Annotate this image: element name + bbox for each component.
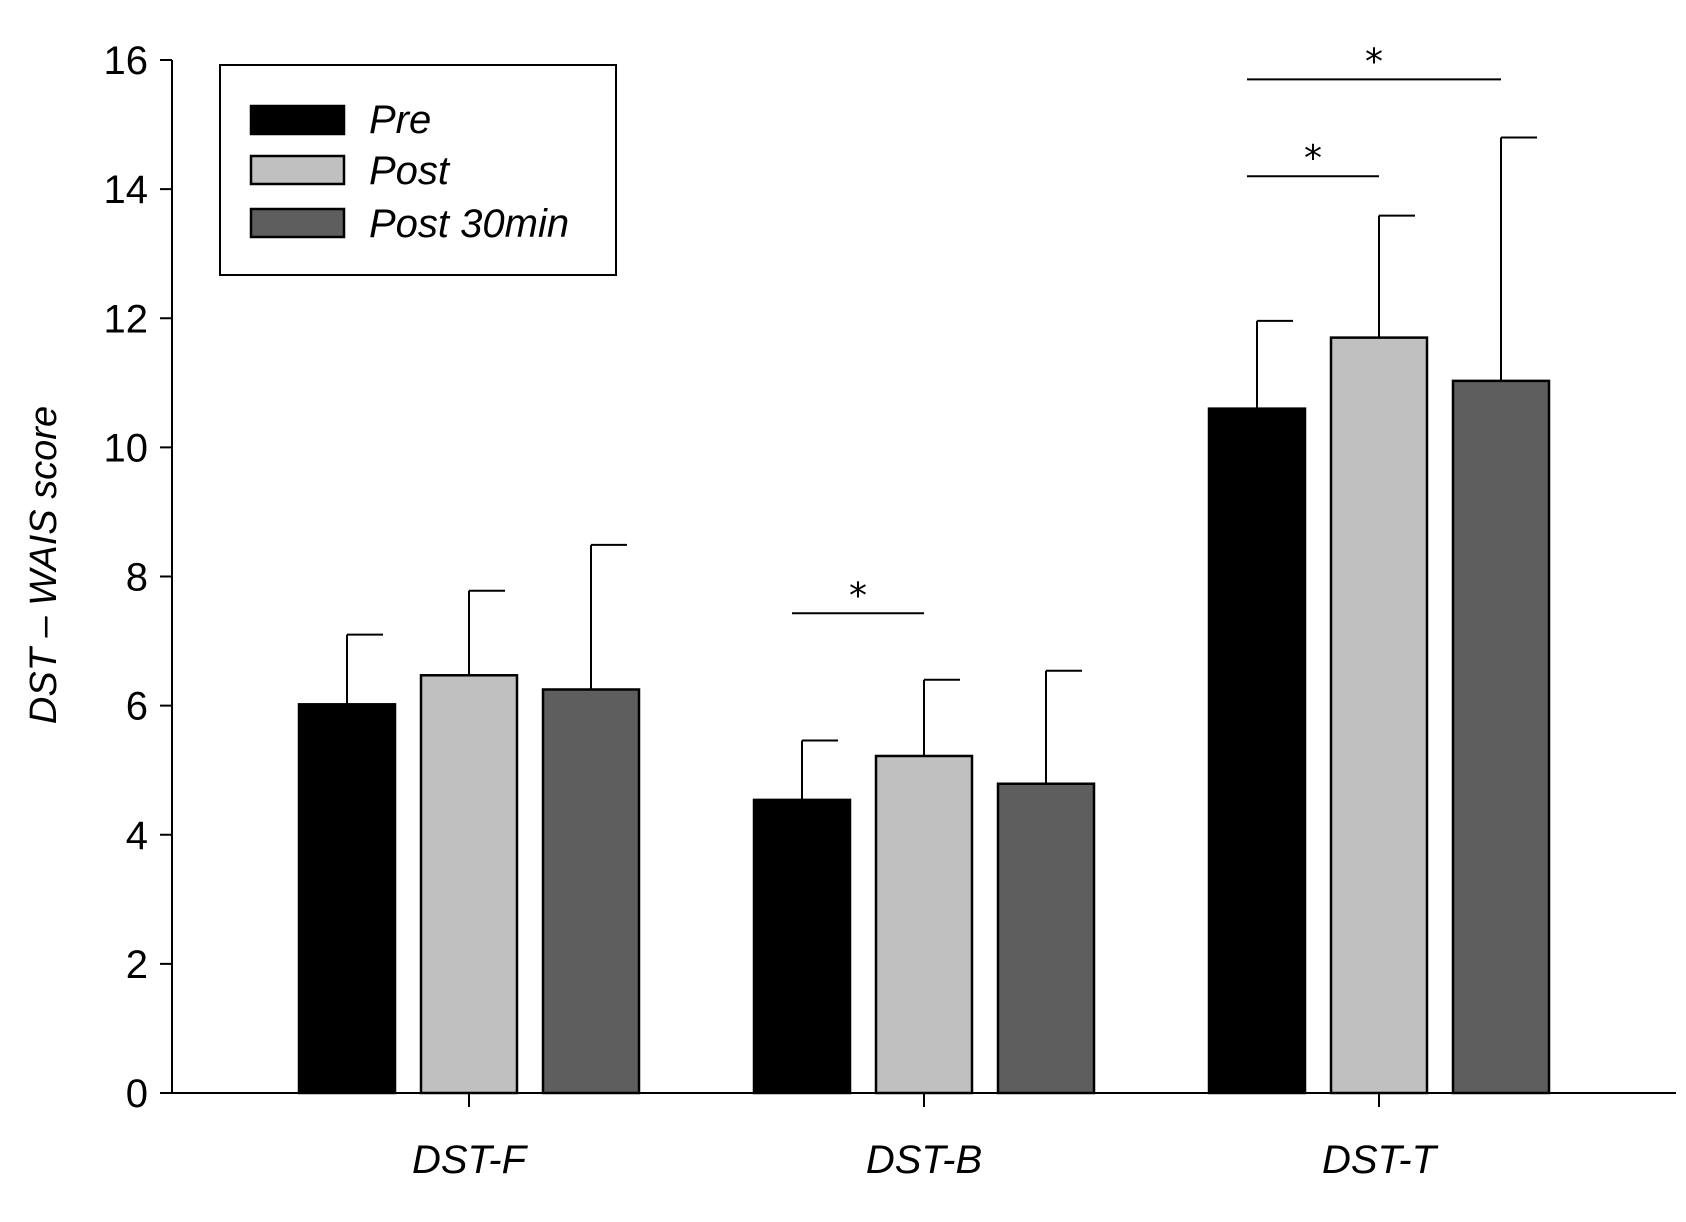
y-tick-label-16: 16 [104, 39, 149, 83]
y-tick-label-2: 2 [126, 943, 148, 987]
y-tick-label-12: 12 [104, 297, 149, 341]
bar-dst-t-pre [1207, 407, 1307, 1095]
x-tick-label-dst-b: DST-B [866, 1138, 982, 1182]
significance-star-1: * [849, 575, 867, 616]
bar-dst-f-pre [297, 703, 397, 1095]
legend-label-post-30min: Post 30min [369, 202, 569, 246]
legend-label-post: Post [369, 149, 451, 193]
bar-dst-t-post [1329, 336, 1429, 1095]
bar-dst-b-post-30min [996, 782, 1096, 1095]
legend-swatch-post-30min [249, 207, 346, 239]
x-tick-label-dst-f: DST-F [412, 1138, 529, 1182]
legend-swatch-post [249, 154, 346, 186]
bar-dst-f-post-30min [541, 688, 641, 1095]
bar-dst-f-post [419, 674, 519, 1095]
y-tick-label-6: 6 [126, 685, 148, 729]
y-tick-label-14: 14 [104, 168, 149, 212]
x-tick-label-dst-t: DST-T [1322, 1138, 1439, 1182]
y-tick-label-4: 4 [126, 814, 148, 858]
bar-dst-t-post-30min [1451, 379, 1551, 1095]
y-tick-label-10: 10 [104, 426, 149, 470]
bar-dst-b-pre [752, 798, 852, 1095]
legend-label-pre: Pre [369, 98, 431, 142]
y-tick-label-0: 0 [126, 1072, 148, 1116]
y-tick-label-8: 8 [126, 556, 148, 600]
legend: Pre Post Post 30min [219, 64, 617, 276]
significance-star-3: * [1365, 41, 1383, 82]
significance-star-2: * [1304, 138, 1322, 179]
y-axis-title: DST – WAIS score [23, 406, 65, 724]
legend-swatch-pre [249, 104, 346, 136]
bar-dst-b-post [874, 754, 974, 1095]
